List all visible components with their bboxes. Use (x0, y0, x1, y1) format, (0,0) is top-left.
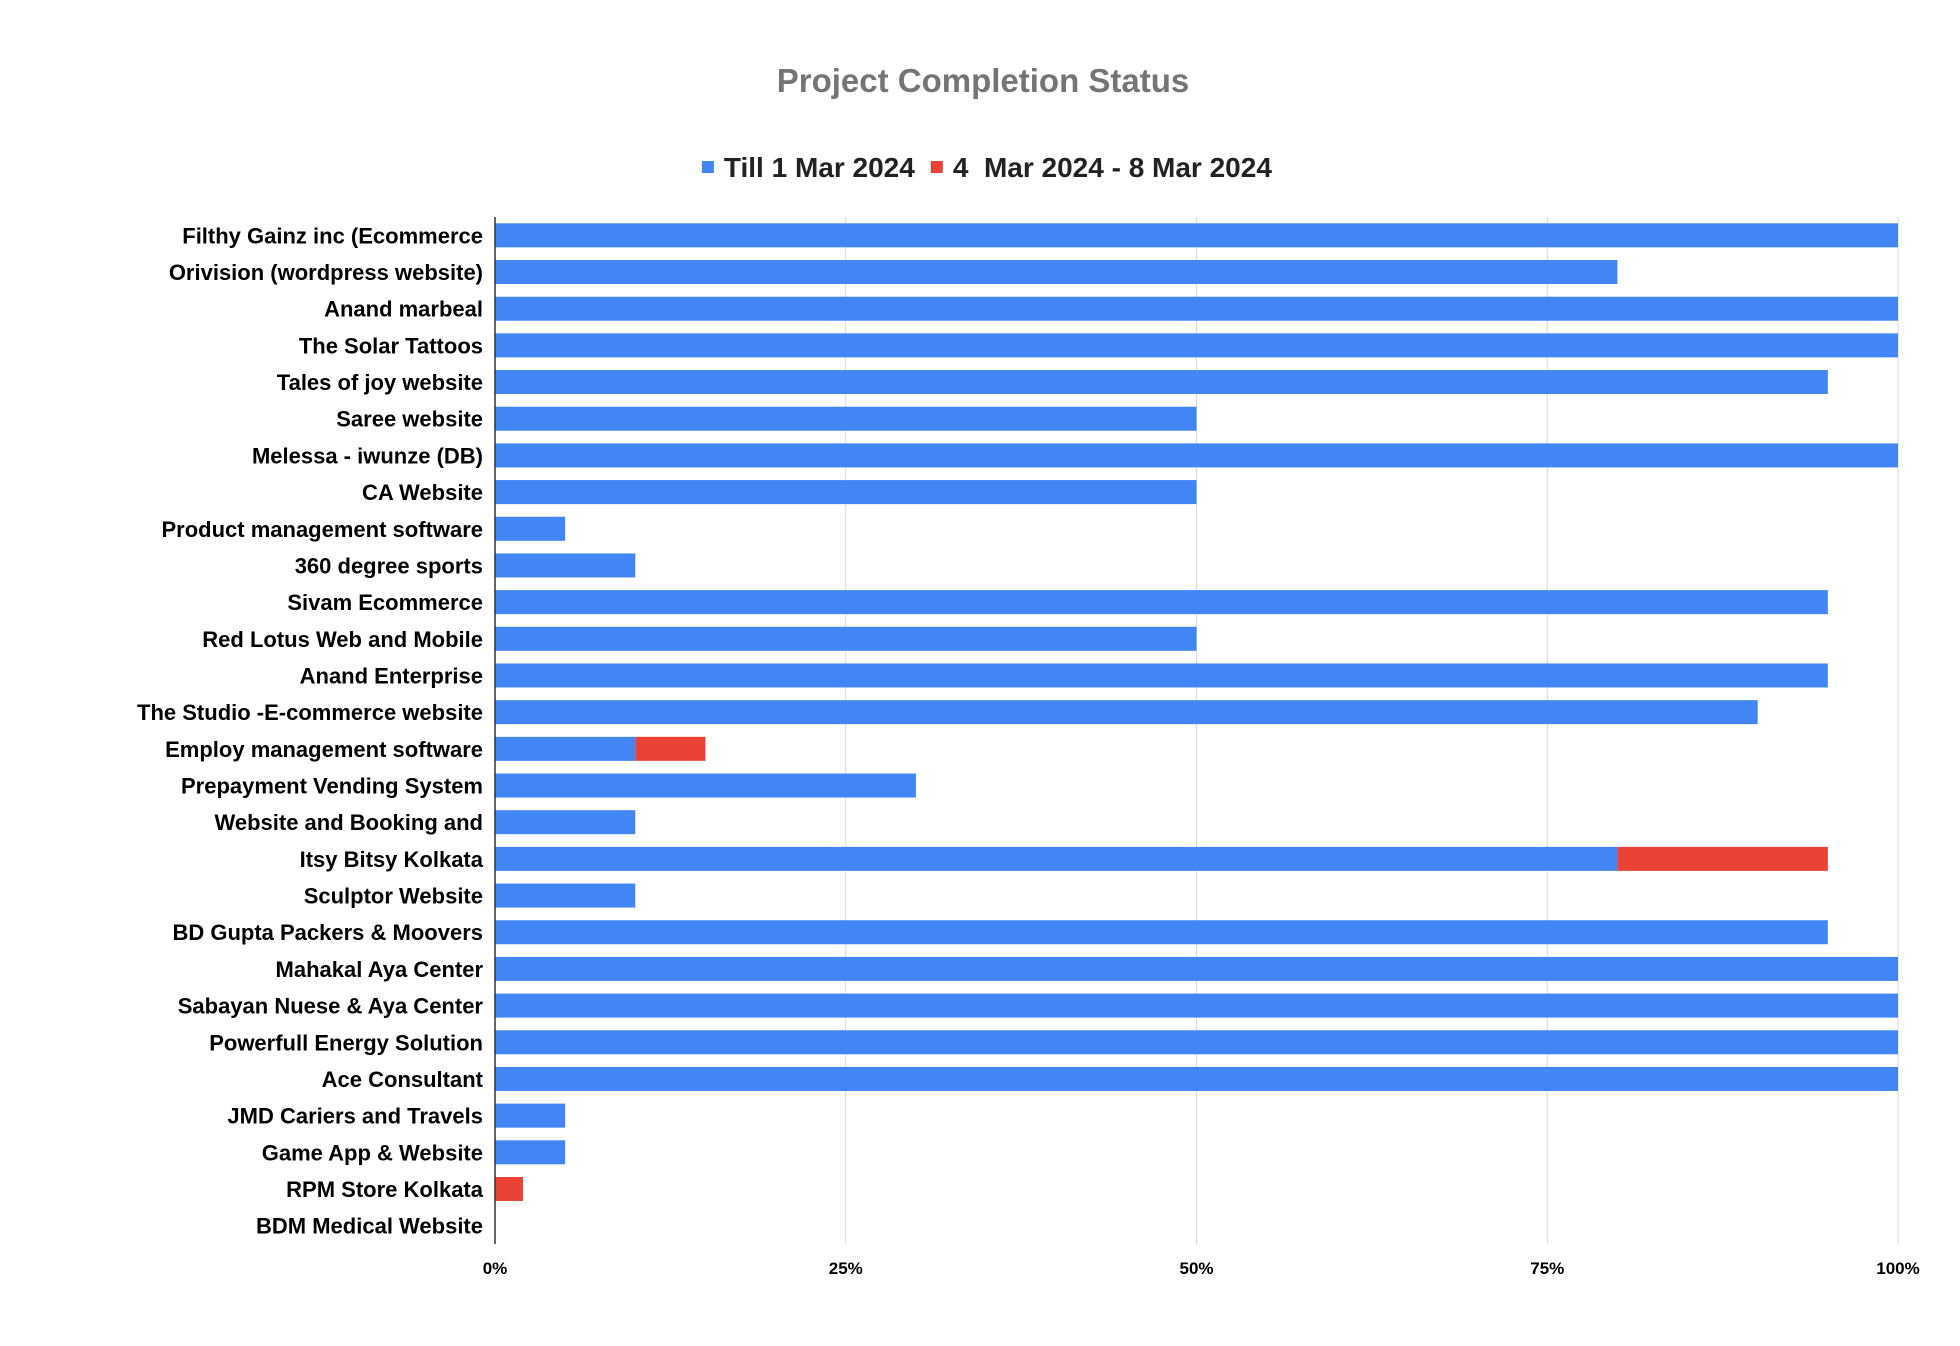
x-tick-label: 25% (829, 1259, 863, 1278)
bar-till-1-mar-the-studio-e-commerce-website (495, 700, 1758, 725)
legend-swatch-1 (930, 161, 943, 173)
category-label: The Solar Tattoos (299, 333, 483, 358)
category-label: Employ management software (165, 737, 483, 762)
x-tick-labels: 0% 25% 50% 75% 100% (483, 1259, 1920, 1278)
category-label: 360 degree sports (295, 553, 483, 578)
legend-label-1: 4 Mar 2024 - 8 Mar 2024 (953, 152, 1273, 183)
bar-till-1-mar-product-management-software (495, 516, 566, 541)
bar-till-1-mar-filthy-gainz-inc-ecommerce (495, 223, 1898, 248)
bar-till-1-mar-powerfull-energy-solution (495, 1030, 1898, 1055)
x-tick-label: 0% (483, 1259, 508, 1278)
category-label: Filthy Gainz inc (Ecommerce (182, 223, 483, 248)
category-label: RPM Store Kolkata (286, 1177, 484, 1202)
bar-till-1-mar-website-and-booking-and (495, 810, 636, 835)
x-tick-label: 50% (1179, 1259, 1213, 1278)
category-label: Itsy Bitsy Kolkata (300, 847, 484, 872)
bar-till-1-mar-sabayan-nuese-aya-center (495, 993, 1898, 1018)
category-label: Saree website (336, 407, 483, 432)
bar-4-8-mar-employ-management-software (635, 736, 706, 761)
bar-till-1-mar-employ-management-software (495, 736, 636, 761)
bar-till-1-mar-anand-marbeal (495, 296, 1898, 321)
category-label: Game App & Website (262, 1140, 483, 1165)
category-label: Sabayan Nuese & Aya Center (178, 994, 484, 1019)
category-label: The Studio -E-commerce website (137, 700, 483, 725)
category-label: Prepayment Vending System (181, 774, 483, 799)
bar-till-1-mar-prepayment-vending-system (495, 773, 916, 798)
bar-4-8-mar-rpm-store-kolkata (495, 1176, 524, 1201)
category-label: Product management software (161, 517, 483, 542)
legend-label-0: Till 1 Mar 2024 (724, 152, 915, 183)
legend: Till 1 Mar 2024 4 Mar 2024 - 8 Mar 2024 (701, 152, 1273, 183)
bar-till-1-mar-bd-gupta-packers-moovers (495, 920, 1828, 945)
category-label: Powerfull Energy Solution (209, 1030, 483, 1055)
bar-till-1-mar-360-degree-sports (495, 553, 636, 578)
category-label: Orivision (wordpress website) (169, 260, 483, 285)
category-label: BD Gupta Packers & Moovers (172, 920, 483, 945)
bar-till-1-mar-game-app-website (495, 1140, 566, 1165)
x-tick-label: 75% (1530, 1259, 1564, 1278)
category-label: Melessa - iwunze (DB) (252, 443, 483, 468)
bar-till-1-mar-itsy-bitsy-kolkata (495, 846, 1618, 871)
category-label: BDM Medical Website (256, 1214, 483, 1239)
category-label: Anand Enterprise (300, 663, 483, 688)
bar-till-1-mar-saree-website (495, 406, 1197, 431)
bar-4-8-mar-itsy-bitsy-kolkata (1617, 846, 1828, 871)
bar-till-1-mar-anand-enterprise (495, 663, 1828, 688)
category-label: Mahakal Aya Center (276, 957, 484, 982)
bar-till-1-mar-jmd-cariers-and-travels (495, 1103, 566, 1128)
bar-till-1-mar-the-solar-tattoos (495, 333, 1898, 358)
bar-till-1-mar-sivam-ecommerce (495, 590, 1828, 615)
bar-till-1-mar-ace-consultant (495, 1066, 1898, 1091)
category-label: Tales of joy website (277, 370, 483, 395)
category-label: CA Website (362, 480, 483, 505)
bar-till-1-mar-melessa-iwunze-db (495, 443, 1898, 468)
category-label: Website and Booking and (214, 810, 483, 835)
category-label: Sculptor Website (304, 884, 483, 909)
category-labels: Filthy Gainz inc (Ecommerce Orivision (wo… (137, 223, 484, 1238)
category-label: Ace Consultant (322, 1067, 484, 1092)
bar-till-1-mar-sculptor-website (495, 883, 636, 908)
x-tick-label: 100% (1876, 1259, 1919, 1278)
bar-till-1-mar-tales-of-joy-website (495, 370, 1828, 395)
category-label: Red Lotus Web and Mobile (202, 627, 483, 652)
category-label: JMD Cariers and Travels (227, 1104, 483, 1129)
bar-till-1-mar-mahakal-aya-center (495, 956, 1898, 981)
bar-till-1-mar-ca-website (495, 480, 1197, 505)
bars (495, 223, 1898, 1201)
category-label: Sivam Ecommerce (287, 590, 483, 615)
category-label: Anand marbeal (324, 297, 483, 322)
legend-swatch-0 (701, 161, 714, 173)
chart-title: Project Completion Status (777, 62, 1190, 99)
bar-till-1-mar-red-lotus-web-and-mobile (495, 626, 1197, 651)
bar-till-1-mar-orivision-wordpress-website (495, 260, 1618, 285)
